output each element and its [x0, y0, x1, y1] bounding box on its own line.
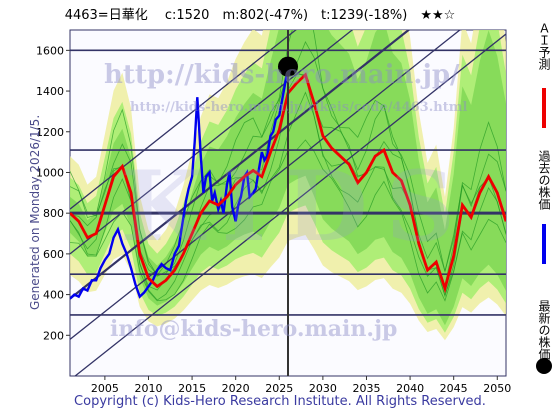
- watermark-email: info@kids-hero.main.jp: [110, 316, 398, 342]
- y-tick-label: 1600: [36, 44, 64, 57]
- y-tick-label: 800: [43, 207, 64, 220]
- y-axis-ticks: 200 400 600 800 1000 1200 1400 1600: [36, 44, 70, 342]
- watermark-url: http://kids-hero.main.jp/: [104, 60, 460, 90]
- legend-past-swatch: [542, 224, 546, 264]
- x-tick-label: 2010: [134, 382, 162, 395]
- x-tick-label: 2035: [352, 382, 380, 395]
- x-tick-label: 2005: [91, 382, 119, 395]
- y-tick-label: 1000: [36, 166, 64, 179]
- y-tick-label: 400: [43, 289, 64, 302]
- legend-past-label: 過去の株価: [537, 150, 551, 210]
- legend-latest-dot: [536, 358, 552, 374]
- legend-latest-label: 最新の株価: [537, 300, 551, 360]
- legend-forecast-swatch: [542, 88, 546, 128]
- generated-date: Generated on Monday 2026/1/5.: [28, 114, 42, 310]
- x-axis-ticks: 2005 2010 2015 2020 2025 2030 2035 2040 2045 2050: [91, 376, 511, 395]
- legend-forecast-label: ＡＩ予測: [537, 22, 551, 70]
- x-tick-label: 2045: [440, 382, 468, 395]
- y-tick-label: 200: [43, 329, 64, 342]
- y-tick-label: 1400: [36, 85, 64, 98]
- x-tick-label: 2025: [265, 382, 293, 395]
- x-tick-label: 2040: [396, 382, 424, 395]
- y-tick-label: 1200: [36, 126, 64, 139]
- watermark-logo: KIDS: [120, 150, 473, 263]
- x-tick-label: 2030: [309, 382, 337, 395]
- watermark-page: http://kids-hero.main.jp/rikeis/code/446…: [130, 100, 468, 115]
- chart-title: 4463=日華化 c:1520 m:802(-47%) t:1239(-18%)…: [64, 8, 456, 23]
- past-price-line: [70, 66, 290, 300]
- x-tick-label: 2015: [178, 382, 206, 395]
- x-tick-label: 2020: [222, 382, 250, 395]
- x-tick-label: 2050: [483, 382, 511, 395]
- current-price-dot: [278, 56, 298, 77]
- y-tick-label: 600: [43, 248, 64, 261]
- copyright-footer: Copyright (c) Kids-Hero Research Institu…: [74, 394, 486, 409]
